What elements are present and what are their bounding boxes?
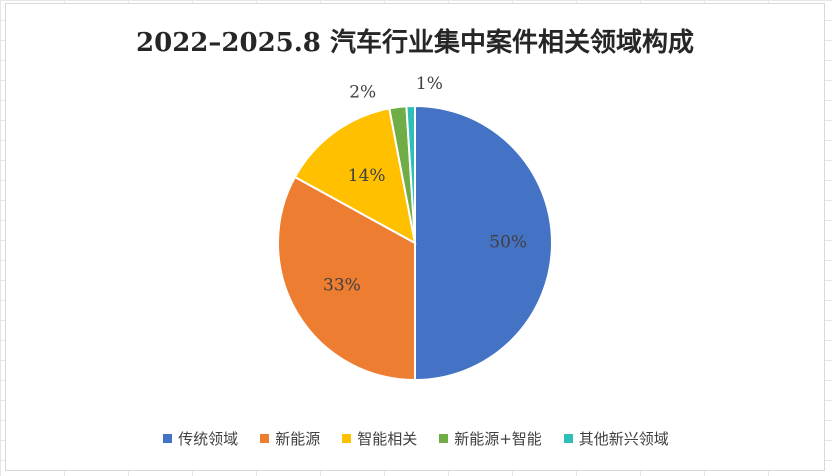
legend-swatch-5 [563,434,573,443]
legend-label-1: 传统领域 [178,430,239,448]
pie-slice-1[interactable] [414,104,553,382]
data-label-5: 1% [416,74,443,94]
legend-item-5: 其他新兴领域 [563,428,669,449]
data-label-3: 14% [348,166,386,186]
data-label-2: 33% [323,276,361,296]
legend-item-2: 新能源 [260,428,320,449]
chart-title: 2022–2025.8 汽车行业集中案件相关领域构成 [136,28,694,58]
legend-label-4: 新能源+智能 [454,430,542,448]
data-label-4: 2% [349,82,376,102]
chart-area[interactable]: 2022–2025.8 汽车行业集中案件相关领域构成 [5,3,825,471]
legend-swatch-3 [342,434,352,443]
legend-item-4: 新能源+智能 [439,428,542,449]
legend-label-3: 智能相关 [357,430,418,448]
legend-label-5: 其他新兴领域 [578,430,669,448]
pie-slice-2[interactable] [277,175,416,382]
legend-swatch-4 [439,434,449,443]
pie-slice-5[interactable] [405,104,416,244]
pie-slice-3[interactable] [293,107,417,245]
legend-item-3: 智能相关 [342,428,417,449]
data-label-1: 50% [489,233,527,253]
legend-item-1: 传统领域 [163,428,238,449]
legend-swatch-1 [163,434,173,443]
chart-legend: 传统领域 新能源 智能相关 新能源+智能 其他新兴领域 [0,428,832,449]
legend-swatch-2 [260,434,270,443]
legend-label-2: 新能源 [275,430,321,448]
